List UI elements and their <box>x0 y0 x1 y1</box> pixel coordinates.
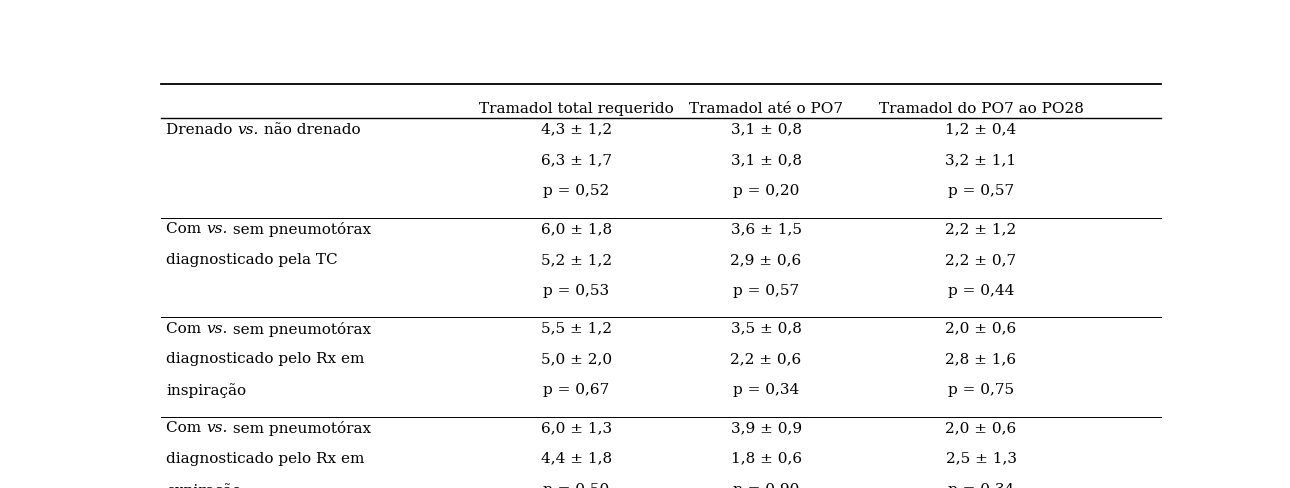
Text: Tramadol até o PO7: Tramadol até o PO7 <box>689 102 844 116</box>
Text: vs.: vs. <box>237 122 259 137</box>
Text: 5,0 ± 2,0: 5,0 ± 2,0 <box>541 352 611 366</box>
Text: p = 0,57: p = 0,57 <box>948 184 1014 198</box>
Text: p = 0,75: p = 0,75 <box>948 383 1014 396</box>
Text: 3,6 ± 1,5: 3,6 ± 1,5 <box>730 222 801 236</box>
Text: p = 0,34: p = 0,34 <box>948 482 1014 488</box>
Text: Com: Com <box>166 222 206 236</box>
Text: Tramadol total requerido: Tramadol total requerido <box>479 102 673 116</box>
Text: 2,9 ± 0,6: 2,9 ± 0,6 <box>730 252 801 266</box>
Text: sem pneumotórax: sem pneumotórax <box>227 420 370 435</box>
Text: 1,8 ± 0,6: 1,8 ± 0,6 <box>730 451 801 465</box>
Text: vs.: vs. <box>206 420 227 434</box>
Text: p = 0,67: p = 0,67 <box>543 383 609 396</box>
Text: p = 0,53: p = 0,53 <box>543 283 609 297</box>
Text: 4,3 ± 1,2: 4,3 ± 1,2 <box>541 122 611 137</box>
Text: diagnosticado pela TC: diagnosticado pela TC <box>166 252 338 266</box>
Text: p = 0,20: p = 0,20 <box>733 184 800 198</box>
Text: 3,5 ± 0,8: 3,5 ± 0,8 <box>730 321 801 335</box>
Text: 2,2 ± 1,2: 2,2 ± 1,2 <box>946 222 1017 236</box>
Text: 4,4 ± 1,8: 4,4 ± 1,8 <box>541 451 611 465</box>
Text: 2,0 ± 0,6: 2,0 ± 0,6 <box>946 420 1017 434</box>
Text: p = 0,57: p = 0,57 <box>733 283 800 297</box>
Text: 3,9 ± 0,9: 3,9 ± 0,9 <box>730 420 801 434</box>
Text: vs.: vs. <box>206 321 227 335</box>
Text: diagnosticado pelo Rx em: diagnosticado pelo Rx em <box>166 451 365 465</box>
Text: 3,2 ± 1,1: 3,2 ± 1,1 <box>946 153 1017 167</box>
Text: 6,0 ± 1,3: 6,0 ± 1,3 <box>541 420 611 434</box>
Text: Com: Com <box>166 321 206 335</box>
Text: 5,5 ± 1,2: 5,5 ± 1,2 <box>541 321 611 335</box>
Text: 2,5 ± 1,3: 2,5 ± 1,3 <box>946 451 1017 465</box>
Text: Drenado: Drenado <box>166 122 237 137</box>
Text: 2,2 ± 0,7: 2,2 ± 0,7 <box>946 252 1017 266</box>
Text: p = 0,52: p = 0,52 <box>543 184 609 198</box>
Text: p = 0,90: p = 0,90 <box>733 482 800 488</box>
Text: sem pneumotórax: sem pneumotórax <box>227 222 370 237</box>
Text: 6,3 ± 1,7: 6,3 ± 1,7 <box>541 153 611 167</box>
Text: 6,0 ± 1,8: 6,0 ± 1,8 <box>541 222 611 236</box>
Text: não drenado: não drenado <box>259 122 360 137</box>
Text: vs.: vs. <box>206 222 227 236</box>
Text: Com: Com <box>166 420 206 434</box>
Text: p = 0,50: p = 0,50 <box>543 482 609 488</box>
Text: expiração: expiração <box>166 482 241 488</box>
Text: 2,2 ± 0,6: 2,2 ± 0,6 <box>730 352 801 366</box>
Text: 2,0 ± 0,6: 2,0 ± 0,6 <box>946 321 1017 335</box>
Text: p = 0,34: p = 0,34 <box>733 383 800 396</box>
Text: sem pneumotórax: sem pneumotórax <box>227 321 370 336</box>
Text: inspiração: inspiração <box>166 383 246 397</box>
Text: 3,1 ± 0,8: 3,1 ± 0,8 <box>730 153 801 167</box>
Text: 2,8 ± 1,6: 2,8 ± 1,6 <box>946 352 1017 366</box>
Text: 1,2 ± 0,4: 1,2 ± 0,4 <box>946 122 1017 137</box>
Text: 5,2 ± 1,2: 5,2 ± 1,2 <box>541 252 611 266</box>
Text: diagnosticado pelo Rx em: diagnosticado pelo Rx em <box>166 352 365 366</box>
Text: p = 0,44: p = 0,44 <box>948 283 1014 297</box>
Text: 3,1 ± 0,8: 3,1 ± 0,8 <box>730 122 801 137</box>
Text: Tramadol do PO7 ao PO28: Tramadol do PO7 ao PO28 <box>878 102 1084 116</box>
